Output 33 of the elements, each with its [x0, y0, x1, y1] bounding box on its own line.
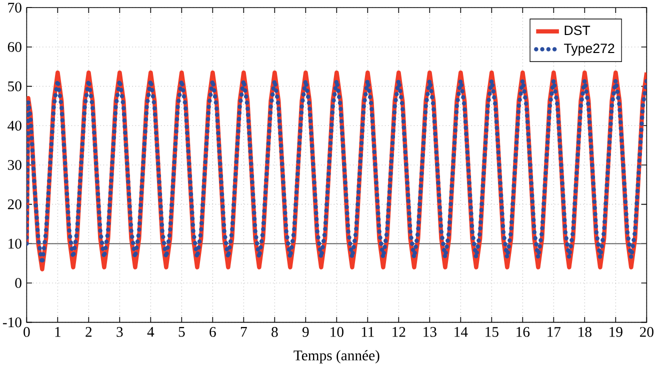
legend-label: Type272 — [564, 44, 614, 56]
x-tick-label: 16 — [516, 327, 530, 337]
y-tick-label: -10 — [2, 317, 22, 328]
x-tick-label: 14 — [454, 327, 468, 337]
x-tick-label: 19 — [610, 327, 622, 337]
x-tick-label: 20 — [640, 327, 654, 337]
x-tick-label: 10 — [330, 327, 344, 337]
x-tick-label: 7 — [240, 327, 247, 337]
x-tick-label: 17 — [548, 327, 561, 337]
x-tick-label: 9 — [302, 327, 309, 337]
y-tick-label: 40 — [8, 120, 22, 131]
y-tick-label: 30 — [8, 160, 22, 170]
x-tick-label: 4 — [147, 327, 154, 337]
x-tick-label: 3 — [116, 327, 123, 337]
x-tick-label: 6 — [210, 327, 216, 337]
x-tick-label: 18 — [578, 327, 592, 337]
legend-label: DST — [564, 26, 590, 36]
y-tick-label: 60 — [8, 42, 22, 52]
y-tick-label: 20 — [8, 199, 22, 210]
x-tick-label: 11 — [362, 327, 374, 337]
y-tick-label: 70 — [8, 2, 22, 13]
x-axis-title: Temps (année) — [294, 350, 380, 364]
y-tick-label: 50 — [8, 81, 22, 92]
x-tick-label: 8 — [272, 327, 278, 337]
y-tick-label: 0 — [15, 278, 22, 288]
y-tick-label: 10 — [8, 238, 22, 249]
x-tick-label: 13 — [424, 327, 436, 337]
x-tick-label: 2 — [86, 327, 92, 337]
x-tick-label: 15 — [486, 327, 498, 337]
x-tick-label: 1 — [55, 327, 60, 337]
x-tick-label: 12 — [392, 327, 406, 337]
x-tick-label: 0 — [24, 327, 30, 337]
x-tick-label: 5 — [178, 327, 185, 337]
